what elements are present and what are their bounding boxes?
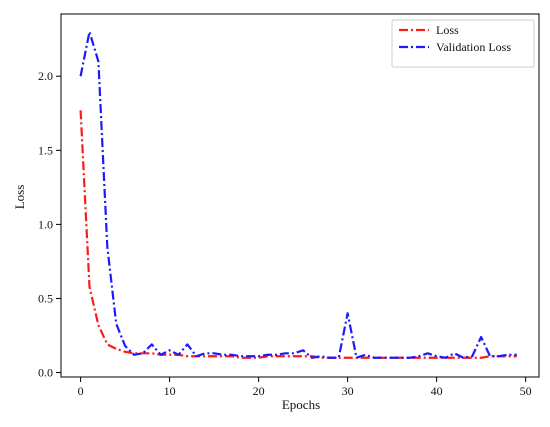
y-tick-label: 2.0 [38,69,53,83]
legend-box [391,19,535,68]
x-axis-label: Epochs [282,397,320,412]
x-tick-label: 30 [342,384,354,398]
x-tick-label: 20 [253,384,265,398]
y-axis-ticks: 0.0 0.5 1.0 1.5 2.0 [38,69,61,380]
legend: Loss Validation Loss [391,19,535,68]
y-tick-label: 0.0 [38,366,53,380]
legend-entry-label: Validation Loss [436,40,511,54]
series-layer [79,30,517,359]
y-tick-label: 1.5 [38,143,53,157]
x-tick-label: 50 [520,384,532,398]
y-tick-label: 1.0 [38,217,53,231]
x-tick-label: 10 [164,384,176,398]
x-tick-label: 0 [78,384,84,398]
y-tick-label: 0.5 [38,291,53,305]
plot-frame [60,13,540,378]
x-tick-label: 40 [431,384,443,398]
y-axis-label: Loss [12,185,27,210]
series-line-loss [79,110,517,359]
legend-entry-label: Loss [436,23,459,37]
x-axis-ticks: 0 10 20 30 40 50 [78,377,532,398]
series-line-validation-loss [79,30,517,359]
